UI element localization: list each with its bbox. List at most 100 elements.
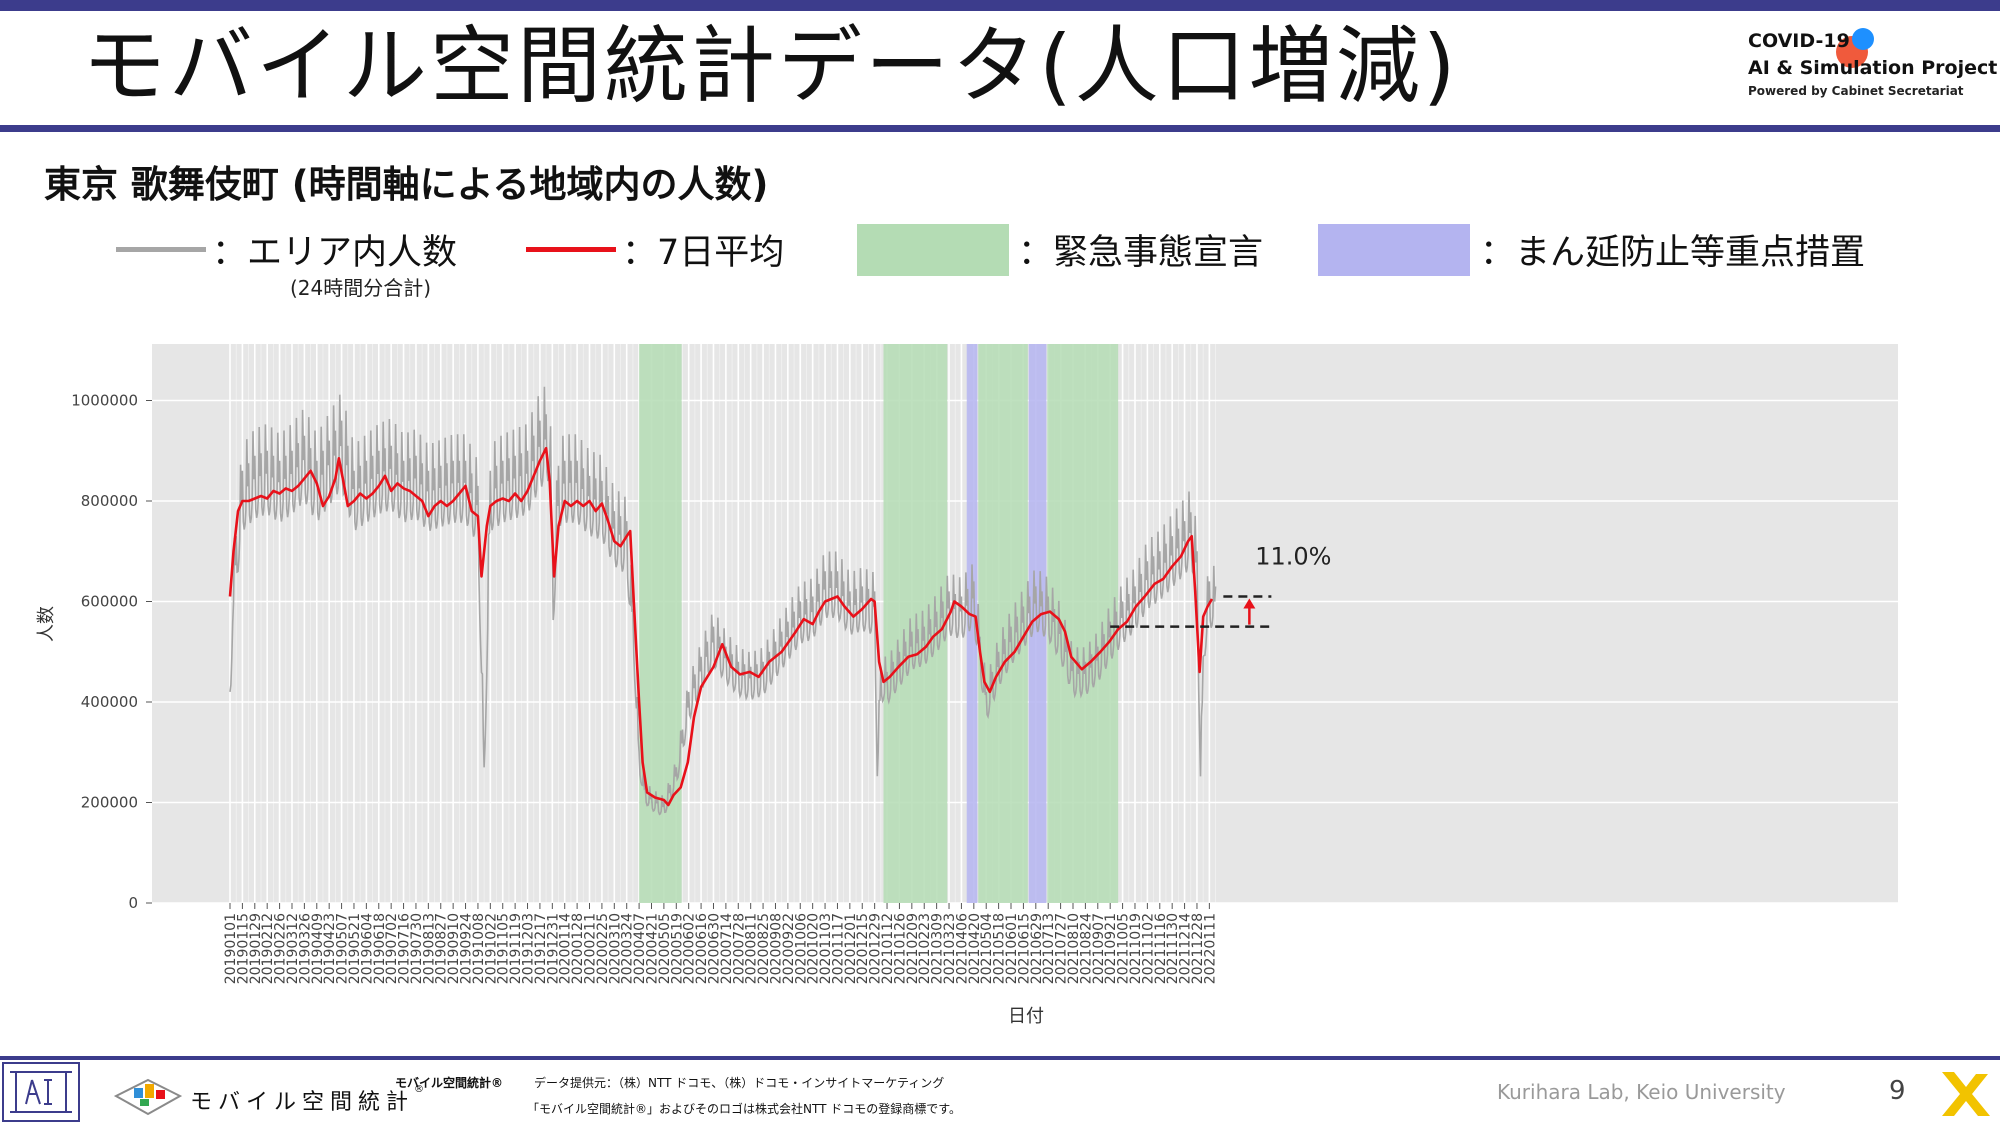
x-tick-label: 20200407 bbox=[632, 913, 648, 984]
emergency-band bbox=[978, 344, 1028, 903]
legend-label-avg: ：7日平均 bbox=[622, 233, 785, 273]
x-tick-label: 20190115 bbox=[235, 913, 251, 984]
footer-divider bbox=[0, 1056, 2000, 1060]
priority-band bbox=[1028, 344, 1047, 903]
x-tick-label: 20190129 bbox=[248, 913, 264, 984]
x-tick-label: 20210420 bbox=[967, 913, 983, 984]
page-title: モバイル空間統計データ(人口増減) bbox=[82, 17, 1459, 115]
legend-swatch-avg bbox=[526, 247, 616, 252]
x-tick-label: 20211228 bbox=[1190, 913, 1206, 984]
x-tick-label: 20201103 bbox=[818, 913, 834, 984]
chart-subtitle: 東京 歌舞伎町 (時間軸による地域内の人数) bbox=[44, 163, 769, 206]
x-tick-label: 20210907 bbox=[1091, 913, 1107, 984]
legend-label-emergency: ：緊急事態宣言 bbox=[1018, 233, 1264, 273]
seven-day-average-line bbox=[228, 446, 1214, 807]
mobile-stats-logo-text: モバイル空間統計® bbox=[190, 1084, 424, 1116]
change-percent-label: 11.0% bbox=[1255, 542, 1331, 570]
x-tick-label: 20200630 bbox=[706, 913, 722, 984]
x-tick-label: 20190702 bbox=[384, 913, 400, 984]
change-annotation: 11.0% bbox=[1110, 542, 1331, 628]
brand-line-2: AI & Simulation Project bbox=[1748, 57, 1998, 79]
x-tick-label: 20191217 bbox=[533, 913, 549, 984]
x-tick-label: 20200505 bbox=[657, 913, 673, 984]
x-tick-label: 20191022 bbox=[483, 913, 499, 984]
legend-swatch-emergency bbox=[857, 224, 1009, 276]
x-tick-label: 20200602 bbox=[682, 913, 698, 984]
x-tick-label: 20200616 bbox=[694, 913, 710, 984]
x-axis-label: 日付 bbox=[1008, 1006, 1044, 1027]
y-tick-label: 600000 bbox=[81, 593, 138, 611]
y-tick-label: 200000 bbox=[81, 794, 138, 812]
x-tick-label: 20201229 bbox=[868, 913, 884, 984]
x-tick-label: 20190312 bbox=[285, 913, 301, 984]
x-tick-label: 20190212 bbox=[260, 913, 276, 984]
x-tick-label: 20211102 bbox=[1140, 913, 1156, 984]
legend-swatch-priority bbox=[1318, 224, 1470, 276]
footer-source-label: モバイル空間統計® bbox=[395, 1076, 504, 1090]
x-tick-label: 20190924 bbox=[459, 913, 475, 984]
brand-line-1: COVID-19 bbox=[1748, 30, 1850, 52]
x-tick-label: 20200421 bbox=[644, 913, 660, 984]
keio-x-logo-icon bbox=[1942, 1072, 1990, 1116]
footer-source-text: データ提供元：（株）NTT ドコモ、（株）ドコモ・インサイトマーケティング bbox=[534, 1076, 945, 1090]
x-tick-label: 20190226 bbox=[273, 913, 289, 984]
x-tick-label: 20190326 bbox=[297, 913, 313, 984]
footer-trademark: 「モバイル空間統計®」およびそのロゴは株式会社NTT ドコモの登録商標です。 bbox=[527, 1102, 962, 1116]
series-lines bbox=[228, 386, 1217, 816]
x-tick-label: 20210309 bbox=[930, 913, 946, 984]
x-tick-label: 20190730 bbox=[409, 913, 425, 984]
x-tick-label: 20200825 bbox=[756, 913, 772, 984]
x-tick-label: 20190507 bbox=[335, 913, 351, 984]
x-tick-label: 20210727 bbox=[1054, 913, 1070, 984]
x-tick-label: 20200128 bbox=[570, 913, 586, 984]
legend-label-daily: ：エリア内人数 bbox=[212, 233, 458, 273]
x-tick-label: 20200811 bbox=[744, 913, 760, 984]
x-tick-label: 20191231 bbox=[545, 913, 561, 984]
y-axis-label: 人数 bbox=[36, 606, 57, 642]
y-tick-label: 800000 bbox=[81, 492, 138, 510]
x-tick-label: 20210921 bbox=[1103, 913, 1119, 984]
x-tick-label: 20210615 bbox=[1016, 913, 1032, 984]
x-tick-label: 20210629 bbox=[1029, 913, 1045, 984]
x-tick-label: 20190604 bbox=[359, 913, 375, 984]
x-tick-label: 20191119 bbox=[508, 913, 524, 984]
x-tick-label: 20190423 bbox=[322, 913, 338, 984]
x-tick-label: 20201215 bbox=[855, 913, 871, 984]
x-tick-label: 20200114 bbox=[558, 913, 574, 984]
x-tick-label: 20190910 bbox=[446, 913, 462, 984]
x-tick-label: 20211019 bbox=[1128, 913, 1144, 984]
x-tick-label: 20191105 bbox=[496, 913, 512, 984]
x-tick-label: 20210209 bbox=[905, 913, 921, 984]
x-tick-label: 20190101 bbox=[223, 913, 239, 984]
x-tick-label: 20201006 bbox=[793, 913, 809, 984]
y-tick-label: 0 bbox=[128, 894, 138, 912]
lab-logo-icon bbox=[2, 1062, 80, 1122]
x-tick-label: 20200728 bbox=[731, 913, 747, 984]
y-tick-label: 400000 bbox=[81, 693, 138, 711]
x-tick-label: 20211116 bbox=[1153, 913, 1169, 984]
x-tick-label: 20200324 bbox=[620, 913, 636, 984]
x-tick-label: 20210223 bbox=[917, 913, 933, 984]
legend-label-priority: ：まん延防止等重点措置 bbox=[1480, 233, 1866, 273]
x-tick-label: 20210518 bbox=[992, 913, 1008, 984]
x-tick-label: 20201201 bbox=[843, 913, 859, 984]
y-axis-ticks: 0 200000 400000 600000 800000 1000000 bbox=[71, 392, 152, 912]
x-tick-label: 20190618 bbox=[372, 913, 388, 984]
x-tick-label: 20200519 bbox=[669, 913, 685, 984]
x-tick-label: 20200211 bbox=[583, 913, 599, 984]
title-divider bbox=[0, 125, 2000, 132]
page-number: 9 bbox=[1889, 1076, 1906, 1106]
x-tick-label: 20210126 bbox=[892, 913, 908, 984]
increase-arrow-head bbox=[1243, 598, 1256, 609]
x-tick-label: 20200922 bbox=[781, 913, 797, 984]
x-tick-label: 20191008 bbox=[471, 913, 487, 984]
x-tick-label: 20190521 bbox=[347, 913, 363, 984]
x-tick-label: 20190827 bbox=[434, 913, 450, 984]
lab-credit: Kurihara Lab, Keio University bbox=[1497, 1080, 1786, 1104]
x-tick-label: 20200908 bbox=[768, 913, 784, 984]
x-tick-label: 20191203 bbox=[521, 913, 537, 984]
x-tick-label: 20211130 bbox=[1165, 913, 1181, 984]
x-tick-label: 20200714 bbox=[719, 913, 735, 984]
x-tick-label: 20200310 bbox=[607, 913, 623, 984]
priority-band bbox=[966, 344, 978, 903]
